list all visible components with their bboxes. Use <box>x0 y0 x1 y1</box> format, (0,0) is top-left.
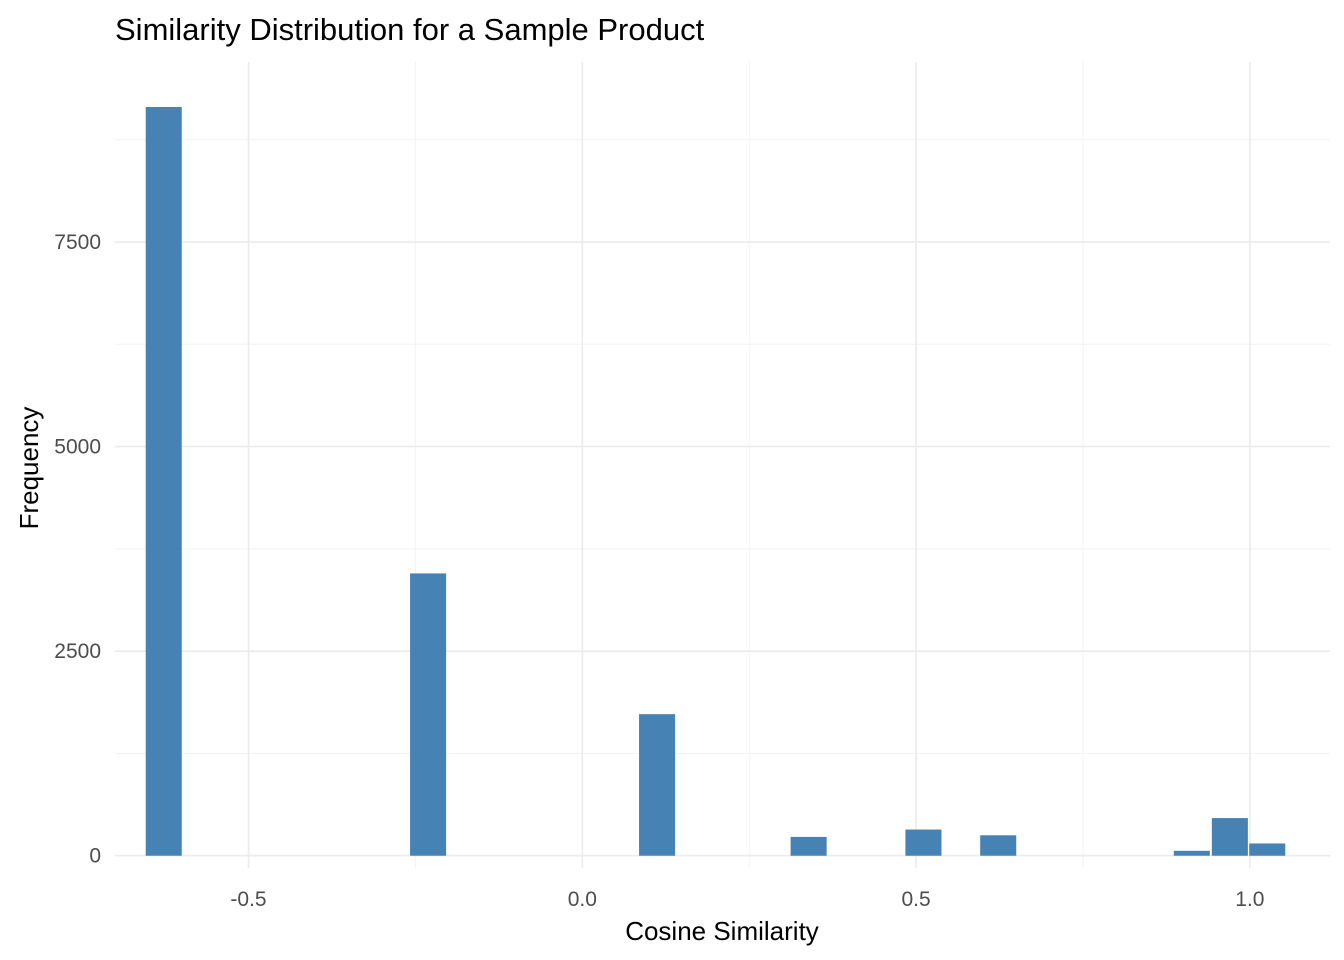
y-axis-title: Frequency <box>14 407 44 530</box>
histogram-bar <box>639 714 676 856</box>
x-tick-label: 0.0 <box>568 888 597 911</box>
x-tick-label: 1.0 <box>1235 888 1264 911</box>
x-axis-title: Cosine Similarity <box>625 916 819 946</box>
histogram-bar <box>980 835 1017 856</box>
y-tick-label: 2500 <box>54 640 101 663</box>
y-axis-ticks: 0 2500 5000 7500 <box>54 231 101 868</box>
y-tick-label: 7500 <box>54 231 101 254</box>
x-tick-label: 0.5 <box>901 888 930 911</box>
histogram-bar <box>1249 843 1286 856</box>
x-tick-label: -0.5 <box>230 888 266 911</box>
x-axis-ticks: -0.5 0.0 0.5 1.0 <box>230 888 1264 911</box>
histogram-bar <box>1211 818 1248 856</box>
histogram-bar <box>790 836 827 856</box>
chart-title: Similarity Distribution for a Sample Pro… <box>115 12 705 47</box>
bars <box>145 107 1286 856</box>
histogram-bar <box>905 829 942 856</box>
histogram-bar <box>145 107 182 856</box>
histogram-bar <box>1173 850 1210 856</box>
y-tick-label: 5000 <box>54 436 101 459</box>
y-tick-label: 0 <box>89 845 101 868</box>
grid <box>115 62 1330 868</box>
histogram-bar <box>410 573 447 856</box>
